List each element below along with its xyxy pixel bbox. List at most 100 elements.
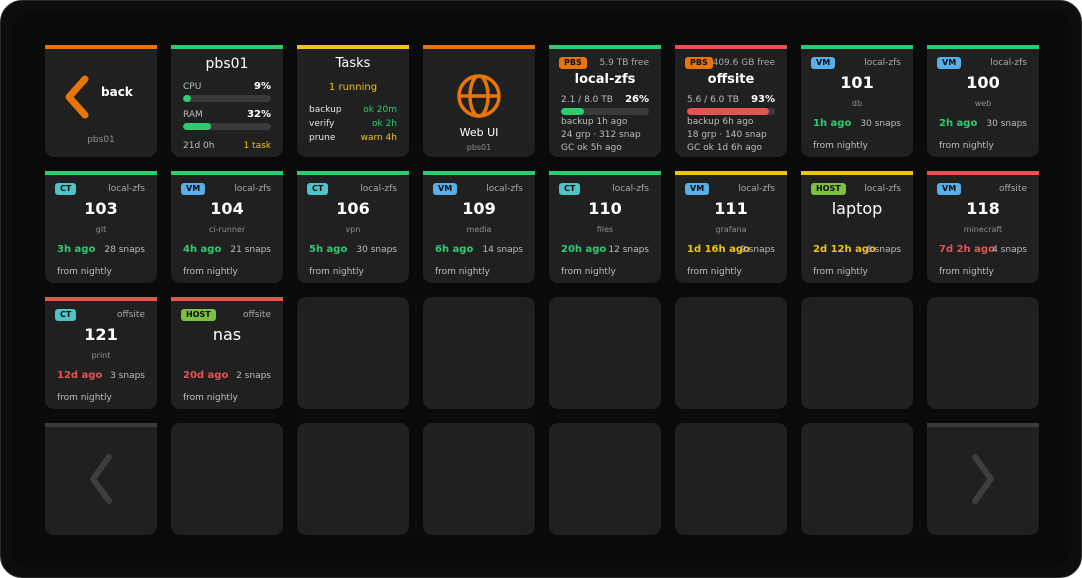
empty-key[interactable] <box>423 423 535 535</box>
backup-group-key[interactable]: CT offsite 121 print 12d ago 3 snaps from nigh… <box>45 297 157 409</box>
status-bar <box>45 45 157 49</box>
free-space: 5.9 TB free <box>599 58 649 68</box>
empty-key[interactable] <box>801 423 913 535</box>
guest-id: 121 <box>84 325 118 344</box>
task-status: ok 20m <box>363 105 397 115</box>
guest-name: vpn <box>345 225 361 234</box>
last-backup-age: 20h ago <box>561 244 607 255</box>
web-ui-key[interactable]: Web UI pbs01 <box>423 45 535 157</box>
status-bar <box>675 45 787 49</box>
ram-value: 32% <box>247 109 271 120</box>
empty-key[interactable] <box>549 297 661 409</box>
datastore-key[interactable]: PBS 409.6 GB free offsite 5.6 / 6.0 TB 9… <box>675 45 787 157</box>
snapshot-count: 30 snaps <box>356 245 397 255</box>
backup-group-key[interactable]: VM local-zfs 109 media 6h ago 14 snaps from ni… <box>423 171 535 283</box>
empty-key[interactable] <box>927 297 1039 409</box>
status-bar <box>171 45 283 49</box>
empty-key[interactable] <box>297 423 409 535</box>
guest-id: 100 <box>966 73 1000 92</box>
datastore-label: local-zfs <box>234 184 271 194</box>
guest-id: 104 <box>210 199 244 218</box>
next-page-key[interactable] <box>927 423 1039 535</box>
last-backup-age: 12d ago <box>57 370 103 381</box>
datastore-label: local-zfs <box>108 184 145 194</box>
snapshot-count: 30 snaps <box>986 119 1027 129</box>
usage-bar <box>561 108 649 115</box>
datastore-key[interactable]: PBS 5.9 TB free local-zfs 2.1 / 8.0 TB 2… <box>549 45 661 157</box>
type-badge: VM <box>685 183 710 195</box>
empty-key[interactable] <box>549 423 661 535</box>
empty-key[interactable] <box>675 423 787 535</box>
host-stats-key[interactable]: pbs01 CPU 9% RAM 32% 21d 0h 1 task <box>171 45 283 157</box>
group-counts: 24 grp · 312 snap <box>561 130 641 140</box>
backup-group-key[interactable]: HOST local-zfs laptop 2d 12h ago 6 snaps from… <box>801 171 913 283</box>
tasks-title: Tasks <box>335 56 371 71</box>
snapshot-count: 4 snaps <box>992 245 1027 255</box>
task-name: prune <box>309 133 336 143</box>
datastore-label: offsite <box>117 310 145 320</box>
last-backup-age: 6h ago <box>435 244 474 255</box>
chevron-left-icon <box>90 454 112 504</box>
backup-group-key[interactable]: VM local-zfs 100 web 2h ago 30 snaps from nigh… <box>927 45 1039 157</box>
gc-status: GC ok 1d 6h ago <box>687 143 763 153</box>
guest-name: media <box>466 225 492 234</box>
back-key[interactable]: back pbs01 <box>45 45 157 157</box>
backup-source: from nightly <box>183 267 238 277</box>
empty-key[interactable] <box>675 297 787 409</box>
status-bar <box>297 171 409 175</box>
type-badge: CT <box>307 183 329 195</box>
type-badge: VM <box>181 183 206 195</box>
empty-key[interactable] <box>171 423 283 535</box>
guest-id: 118 <box>966 199 1000 218</box>
backup-source: from nightly <box>813 141 868 151</box>
backup-group-key[interactable]: CT local-zfs 103 git 3h ago 28 snaps from nigh… <box>45 171 157 283</box>
backup-group-key[interactable]: CT local-zfs 106 vpn 5h ago 30 snaps from nigh… <box>297 171 409 283</box>
guest-id: 106 <box>336 199 370 218</box>
empty-key[interactable] <box>801 297 913 409</box>
task-status: ok 2h <box>371 119 397 129</box>
status-bar <box>45 297 157 301</box>
backup-group-key[interactable]: VM local-zfs 101 db 1h ago 30 snaps from night… <box>801 45 913 157</box>
snapshot-count: 30 snaps <box>860 119 901 129</box>
ram-label: RAM <box>183 110 203 120</box>
datastore-label: offsite <box>999 184 1027 194</box>
tasks-key[interactable]: Tasks 1 running backup ok 20m verify ok … <box>297 45 409 157</box>
guest-id: nas <box>212 325 242 344</box>
backup-source: from nightly <box>561 267 616 277</box>
prev-page-key[interactable] <box>45 423 157 535</box>
backup-group-key[interactable]: VM local-zfs 104 ci-runner 4h ago 21 snaps fro… <box>171 171 283 283</box>
empty-key[interactable] <box>297 297 409 409</box>
empty-key[interactable] <box>423 297 535 409</box>
last-backup-age: 7d 2h ago <box>939 244 995 255</box>
guest-id: 101 <box>840 73 874 92</box>
backup-group-key[interactable]: HOST offsite nas 20d ago 2 snaps from nightly <box>171 297 283 409</box>
guest-name: minecraft <box>963 225 1003 234</box>
backup-group-key[interactable]: CT local-zfs 110 files 20h ago 12 snaps from n… <box>549 171 661 283</box>
tasks-running: 1 running <box>328 82 378 93</box>
backup-source: from nightly <box>939 267 994 277</box>
backup-group-key[interactable]: VM local-zfs 111 grafana 1d 16h ago 9 snaps fr… <box>675 171 787 283</box>
type-badge: CT <box>559 183 581 195</box>
cpu-label: CPU <box>183 82 202 92</box>
last-backup-age: 2d 12h ago <box>813 244 876 255</box>
cpu-bar <box>183 95 271 102</box>
snapshot-count: 21 snaps <box>230 245 271 255</box>
status-bar <box>801 45 913 49</box>
type-badge: VM <box>937 183 962 195</box>
status-bar <box>927 171 1039 175</box>
datastore-label: local-zfs <box>990 58 1027 68</box>
last-backup-age: 1h ago <box>813 118 852 129</box>
datastore-label: local-zfs <box>864 58 901 68</box>
guest-name: print <box>91 351 111 360</box>
guest-name: files <box>596 225 614 234</box>
usage-bar <box>687 108 775 115</box>
backup-group-key[interactable]: VM offsite 118 minecraft 7d 2h ago 4 snaps fro… <box>927 171 1039 283</box>
host-title: pbs01 <box>205 56 249 72</box>
group-counts: 18 grp · 140 snap <box>687 130 767 140</box>
datastore-label: offsite <box>243 310 271 320</box>
usage-percent: 93% <box>751 94 775 105</box>
status-bar <box>423 171 535 175</box>
task-count: 1 task <box>243 141 271 151</box>
type-badge: HOST <box>181 309 216 321</box>
guest-id: 109 <box>462 199 496 218</box>
